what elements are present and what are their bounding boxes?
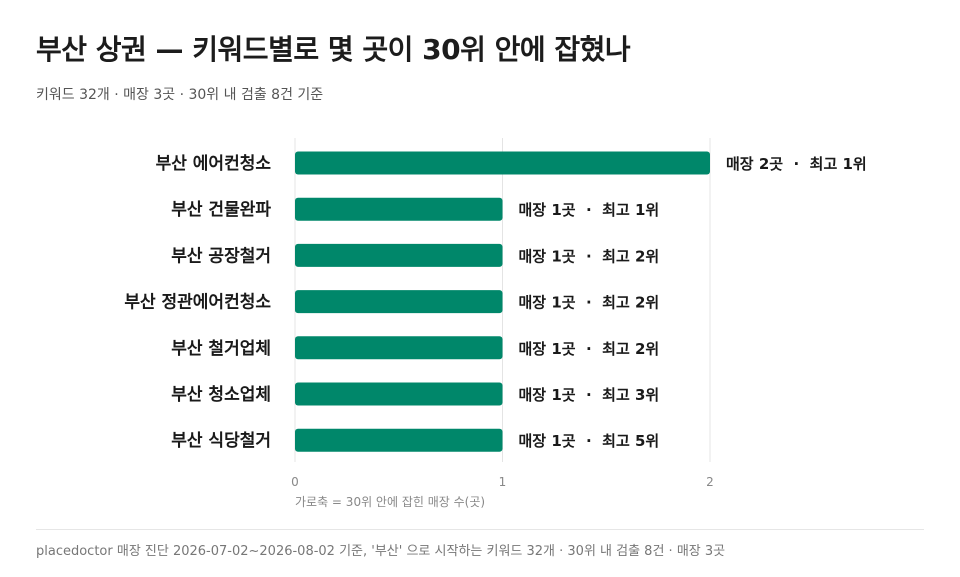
chart-subtitle: 키워드 32개 · 매장 3곳 · 30위 내 검출 8건 기준 bbox=[36, 87, 324, 103]
chart-title: 부산 상권 — 키워드별로 몇 곳이 30위 안에 잡혔나 bbox=[36, 33, 631, 66]
x-tick-label: 1 bbox=[499, 475, 507, 489]
x-tick-label: 0 bbox=[291, 475, 299, 489]
category-label: 부산 에어컨청소 bbox=[156, 153, 272, 174]
data-label: 매장 1곳 · 최고 3위 bbox=[519, 386, 660, 404]
x-axis-title: 가로축 = 30위 안에 잡힌 매장 수(곳) bbox=[295, 495, 485, 509]
category-label: 부산 청소업체 bbox=[171, 384, 271, 405]
category-label: 부산 철거업체 bbox=[171, 339, 271, 359]
bar bbox=[295, 197, 503, 221]
data-label: 매장 1곳 · 최고 1위 bbox=[519, 201, 660, 219]
data-label: 매장 1곳 · 최고 2위 bbox=[519, 247, 660, 265]
footer-divider bbox=[36, 529, 924, 530]
x-tick-labels: 0 1 2 bbox=[291, 475, 714, 489]
category-label: 부산 정관에어컨청소 bbox=[124, 292, 271, 313]
category-label: 부산 건물완파 bbox=[171, 200, 271, 220]
x-tick-label: 2 bbox=[706, 475, 714, 489]
bar bbox=[295, 428, 503, 452]
bar bbox=[295, 243, 503, 267]
data-label: 매장 1곳 · 최고 2위 bbox=[519, 340, 660, 358]
footer-note: placedoctor 매장 진단 2026-07-02~2026-08-02 … bbox=[36, 544, 726, 559]
category-label: 부산 식당철거 bbox=[171, 431, 271, 451]
bar bbox=[295, 290, 503, 314]
bar bbox=[295, 382, 503, 406]
data-label: 매장 1곳 · 최고 2위 bbox=[519, 294, 660, 312]
data-label: 매장 1곳 · 최고 5위 bbox=[519, 432, 660, 450]
bars bbox=[295, 151, 710, 452]
bar bbox=[295, 151, 710, 175]
category-label: 부산 공장철거 bbox=[171, 246, 271, 266]
bar bbox=[295, 336, 503, 360]
data-label: 매장 2곳 · 최고 1위 bbox=[726, 155, 867, 173]
